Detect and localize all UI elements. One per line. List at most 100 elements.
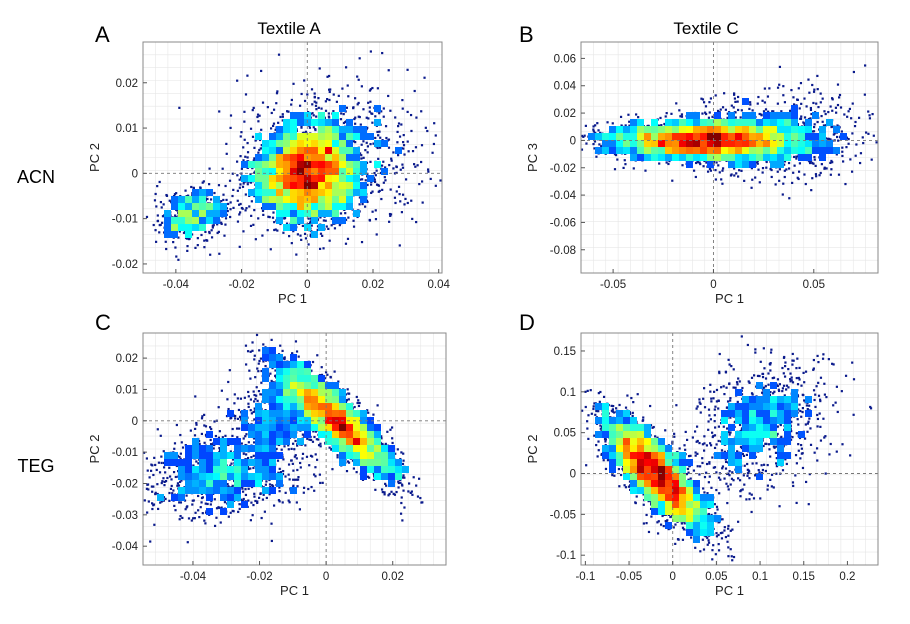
- data-point: [242, 146, 245, 149]
- data-point: [313, 92, 316, 95]
- density-cell: [318, 168, 325, 175]
- data-point: [225, 152, 228, 155]
- data-point: [224, 184, 227, 188]
- density-cell: [304, 224, 311, 231]
- density-cell: [374, 140, 381, 147]
- density-cell: [332, 140, 339, 147]
- density-cell: [311, 210, 318, 217]
- data-point: [158, 180, 161, 184]
- density-cell: [297, 133, 304, 140]
- data-point: [319, 232, 323, 235]
- density-cell: [353, 168, 360, 175]
- data-point: [660, 124, 663, 127]
- data-point: [366, 145, 370, 148]
- data-point: [261, 234, 264, 237]
- density-cell: [318, 224, 325, 231]
- data-point: [267, 215, 270, 218]
- data-point: [243, 110, 246, 113]
- data-point: [275, 102, 278, 105]
- data-point: [356, 103, 359, 106]
- density-cell: [297, 140, 304, 147]
- density-cell: [255, 196, 262, 203]
- density-cell: [283, 140, 290, 147]
- data-point: [298, 104, 302, 107]
- data-point: [397, 122, 401, 125]
- density-cell: [269, 196, 276, 203]
- data-point: [161, 215, 165, 218]
- data-point: [249, 127, 253, 130]
- data-point: [283, 216, 287, 220]
- data-point: [337, 94, 340, 97]
- data-point: [222, 198, 225, 202]
- density-cell: [297, 189, 304, 196]
- data-point: [402, 141, 405, 144]
- data-point: [407, 150, 410, 153]
- data-point: [312, 114, 315, 117]
- density-cell: [332, 126, 339, 133]
- data-point: [295, 253, 298, 256]
- data-point: [381, 188, 384, 191]
- density-cell: [332, 154, 339, 161]
- density-cell: [332, 210, 339, 217]
- density-cell: [290, 154, 297, 161]
- data-point: [272, 108, 276, 111]
- data-point: [252, 159, 255, 162]
- data-point: [221, 167, 224, 170]
- data-point: [332, 93, 335, 96]
- data-point: [611, 122, 614, 125]
- data-point: [272, 211, 275, 214]
- data-point: [393, 196, 397, 199]
- data-point: [369, 160, 372, 163]
- data-point: [395, 190, 398, 193]
- data-point: [756, 162, 759, 165]
- data-point: [281, 113, 284, 116]
- density-cell: [304, 182, 311, 189]
- density-cell: [318, 119, 325, 126]
- data-point: [242, 182, 245, 185]
- data-point: [256, 115, 259, 119]
- data-point: [344, 218, 348, 221]
- data-point: [314, 127, 317, 131]
- data-point: [296, 233, 300, 236]
- data-point: [199, 186, 202, 189]
- density-cell: [185, 224, 192, 231]
- data-point: [238, 203, 241, 206]
- density-cell: [248, 161, 255, 168]
- data-point: [229, 201, 232, 204]
- data-point: [274, 128, 277, 131]
- data-point: [246, 151, 250, 154]
- data-point: [377, 134, 380, 137]
- data-point: [229, 215, 232, 219]
- data-point: [357, 115, 360, 118]
- data-point: [206, 239, 209, 242]
- data-point: [246, 183, 249, 186]
- density-cell: [290, 210, 297, 217]
- density-cell: [192, 189, 199, 196]
- data-point: [236, 189, 239, 192]
- data-point: [229, 208, 232, 211]
- data-point: [717, 164, 720, 167]
- density-cell: [353, 175, 360, 182]
- data-point: [733, 167, 736, 170]
- density-cell: [332, 168, 339, 175]
- data-point: [253, 171, 256, 174]
- density-cell: [255, 133, 262, 140]
- data-point: [389, 214, 392, 217]
- data-point: [678, 109, 681, 112]
- density-cell: [311, 168, 318, 175]
- density-cell: [262, 189, 269, 196]
- density-cell: [339, 105, 346, 112]
- density-cell: [297, 196, 304, 203]
- data-point: [366, 183, 369, 187]
- density-cell: [262, 175, 269, 182]
- data-point: [238, 178, 241, 181]
- density-cell: [241, 161, 248, 168]
- data-point: [243, 138, 246, 141]
- density-cell: [339, 217, 346, 224]
- data-point: [281, 119, 284, 122]
- density-cell: [325, 203, 332, 210]
- density-cell: [283, 133, 290, 140]
- data-point: [362, 156, 365, 159]
- data-point: [154, 240, 158, 243]
- data-point: [262, 213, 265, 216]
